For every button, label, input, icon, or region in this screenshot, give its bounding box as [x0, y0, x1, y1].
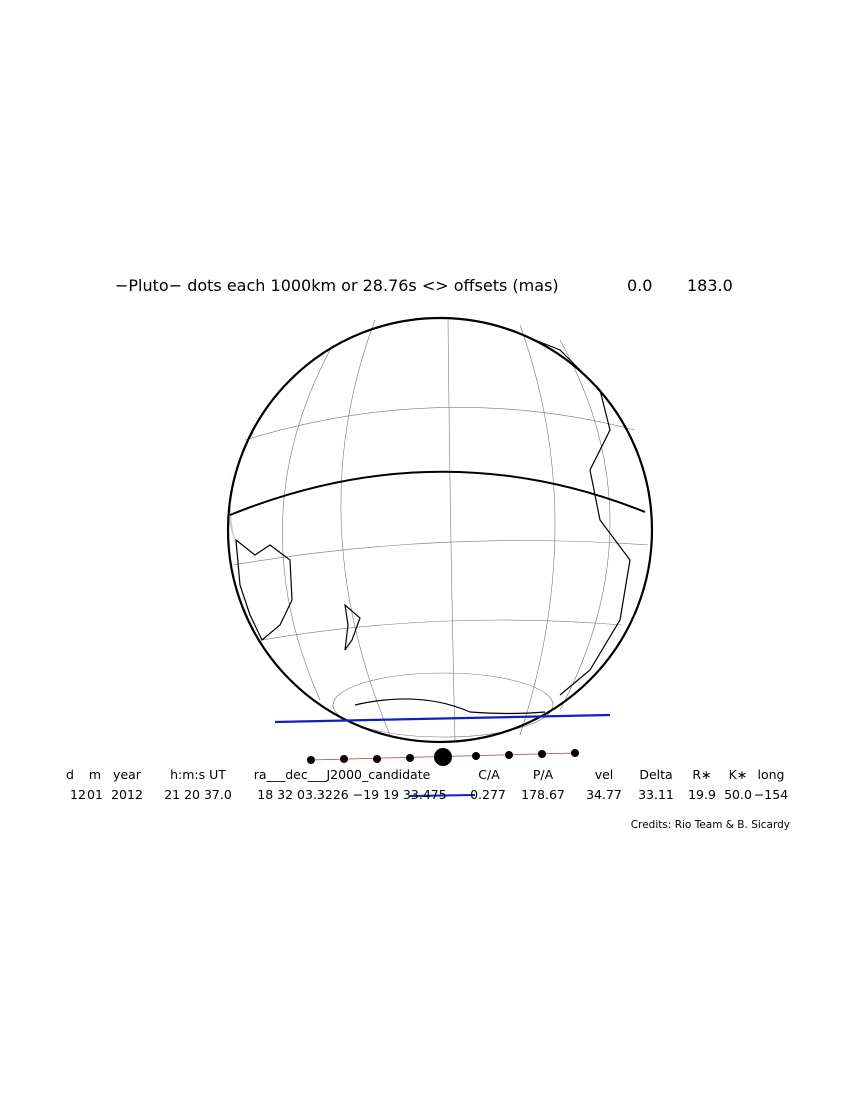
- globe: [226, 316, 654, 744]
- column-header: vel: [595, 767, 614, 782]
- column-header: K∗: [729, 767, 748, 782]
- cell: −154: [754, 787, 788, 802]
- table: d m year h:m:s UT ra___dec___J2000_candidate…: [66, 767, 788, 802]
- column-header: m: [89, 767, 101, 782]
- column-header: year: [113, 767, 142, 782]
- cell: 01: [87, 787, 103, 802]
- cell: 2012: [111, 787, 143, 802]
- column-header: ra___dec___J2000_candidate: [254, 767, 431, 782]
- cell: 19.9: [688, 787, 716, 802]
- column-header: d: [66, 767, 74, 782]
- cell: 21 20 37.0: [164, 787, 232, 802]
- offset-y: 183.0: [687, 276, 733, 295]
- cell: 12: [70, 787, 86, 802]
- cell: 178.67: [521, 787, 565, 802]
- column-header: P/A: [533, 767, 554, 782]
- cell: 33.11: [638, 787, 674, 802]
- cell: 34.77: [586, 787, 622, 802]
- cell: 18 32 03.3226 −19 19 33.475: [257, 787, 446, 802]
- offset-x: 0.0: [627, 276, 652, 295]
- title: −Pluto− dots each 1000km or 28.76s <> of…: [115, 276, 559, 295]
- track-mark: [409, 794, 476, 797]
- cell: 50.0: [724, 787, 752, 802]
- column-header: R∗: [692, 767, 711, 782]
- credits: Credits: Rio Team & B. Sicardy: [631, 819, 790, 831]
- column-header: C/A: [478, 767, 500, 782]
- cell: 0.277: [470, 787, 506, 802]
- shadow-path: [274, 713, 611, 724]
- column-header: Delta: [639, 767, 672, 782]
- track: [307, 748, 579, 766]
- column-header: long: [758, 767, 785, 782]
- column-header: h:m:s UT: [170, 767, 226, 782]
